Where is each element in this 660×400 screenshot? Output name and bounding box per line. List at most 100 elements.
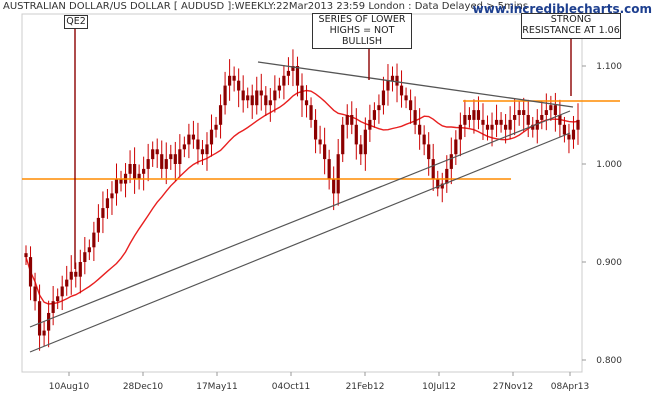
- trend-lines-layer: [22, 27, 620, 353]
- candle-body: [268, 100, 272, 106]
- candle-body: [558, 115, 562, 125]
- candle-body: [187, 134, 191, 145]
- candle-body: [209, 129, 214, 145]
- candle-body: [427, 144, 431, 160]
- candle-body: [218, 105, 223, 125]
- candle-body: [237, 80, 241, 91]
- candle-body: [567, 134, 571, 140]
- candle-body: [264, 95, 268, 106]
- annotation-qe2: QE2: [64, 15, 88, 29]
- candle-body: [291, 66, 295, 71]
- candle-body: [336, 154, 340, 194]
- candle-body: [499, 119, 503, 125]
- brand-logo[interactable]: www.incrediblecharts.com: [472, 2, 652, 16]
- candle-body: [96, 217, 100, 233]
- candle-body: [341, 124, 345, 155]
- candle-body: [436, 178, 440, 189]
- candle-body: [431, 159, 435, 179]
- candle-body: [182, 144, 186, 150]
- candle-body: [476, 110, 481, 120]
- candle-body: [332, 178, 336, 194]
- candle-body: [273, 90, 277, 101]
- candle-body: [132, 164, 137, 179]
- candle-body: [65, 279, 69, 287]
- candle-body: [300, 85, 304, 101]
- x-axis-labels: 10Aug10 28Dec10 17May11 04Oct11 21Feb12 10Jul…: [49, 372, 589, 392]
- candle-body: [78, 262, 82, 277]
- candle-body: [259, 90, 263, 96]
- candle-body: [200, 149, 205, 155]
- candle-body: [445, 168, 449, 184]
- candle-body: [481, 119, 485, 125]
- candle-body: [508, 119, 512, 130]
- annotation-line: SERIES OF LOWER: [318, 14, 406, 25]
- candle-body: [377, 105, 381, 111]
- y-tick-label: 1.100: [596, 62, 622, 72]
- candle-body: [549, 105, 553, 111]
- candle-body: [246, 95, 250, 101]
- candle-body: [47, 312, 51, 331]
- x-tick-label: 28Dec10: [123, 382, 164, 392]
- candle-body: [522, 110, 526, 115]
- y-tick-label: 0.800: [596, 356, 622, 366]
- candle-body: [33, 286, 37, 302]
- candle-body: [458, 124, 462, 140]
- candle-body: [485, 124, 490, 130]
- candle-body: [250, 95, 254, 106]
- candle-body: [87, 247, 91, 253]
- descending-trend-line: [257, 61, 574, 108]
- candle-body: [110, 193, 114, 199]
- candle-body: [562, 124, 567, 135]
- candle-body: [277, 85, 281, 91]
- candle-body: [37, 301, 42, 336]
- candle-body: [359, 144, 363, 155]
- candle-body: [318, 139, 322, 145]
- y-tick-label: 1.000: [596, 160, 622, 170]
- candle-body: [151, 149, 155, 160]
- annotation-line: BULLISH: [341, 36, 383, 47]
- candle-body: [286, 70, 291, 76]
- candle-body: [463, 115, 467, 125]
- candle-body: [142, 168, 146, 174]
- candle-body: [418, 124, 422, 135]
- candle-body: [345, 115, 349, 125]
- candle-body: [531, 124, 535, 130]
- candle-body: [119, 178, 123, 184]
- candle-body: [368, 119, 372, 130]
- candle-body: [404, 95, 408, 101]
- candle-body: [517, 110, 521, 115]
- candles-layer: [24, 49, 580, 351]
- candle-body: [304, 100, 309, 106]
- candle-body: [155, 149, 159, 155]
- candle-body: [399, 85, 404, 96]
- candle-body: [449, 154, 453, 169]
- candle-body: [494, 119, 499, 125]
- candle-body: [160, 154, 164, 169]
- candle-body: [105, 198, 110, 209]
- candle-body: [504, 124, 508, 130]
- candle-body: [56, 296, 60, 302]
- candle-body: [92, 232, 96, 248]
- candle-body: [74, 271, 78, 277]
- x-tick-label: 08Apr13: [551, 382, 589, 392]
- candle-body: [390, 75, 395, 81]
- candle-body: [526, 115, 530, 125]
- candle-body: [535, 119, 539, 130]
- candle-body: [413, 110, 417, 125]
- candle-body: [354, 124, 358, 145]
- ascending-trend-line-upper: [29, 110, 571, 328]
- x-tick-label: 10Jul12: [422, 382, 456, 392]
- candle-body: [223, 85, 227, 106]
- y-axis-labels: 1.100 1.000 0.900 0.800: [582, 62, 622, 366]
- candle-body: [363, 129, 367, 155]
- candle-body: [146, 159, 150, 169]
- x-tick-label: 27Nov12: [493, 382, 533, 392]
- candle-body: [282, 75, 286, 86]
- candle-body: [408, 100, 413, 111]
- candle-body: [350, 115, 354, 125]
- x-tick-label: 21Feb12: [346, 382, 385, 392]
- candle-body: [323, 144, 327, 160]
- annotation-line: RESISTANCE AT 1.06: [522, 25, 620, 36]
- candle-body: [440, 183, 444, 189]
- chart-title: AUSTRALIAN DOLLAR/US DOLLAR [ AUDUSD ]:W…: [3, 1, 529, 12]
